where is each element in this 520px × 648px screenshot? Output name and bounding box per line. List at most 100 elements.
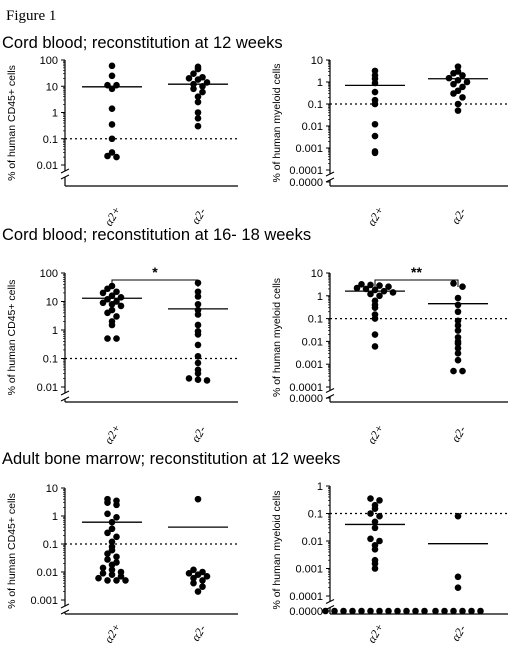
data-point: [454, 294, 462, 302]
data-point: [108, 72, 116, 80]
axis-break-mark: [60, 390, 70, 402]
data-point: [117, 302, 125, 310]
data-point: [371, 524, 379, 532]
data-point: [194, 321, 202, 329]
data-point: [108, 321, 116, 329]
y-tick-label: 1: [317, 77, 323, 89]
y-axis-label: % of human CD45+ cells: [6, 493, 18, 609]
data-point: [353, 284, 361, 292]
data-point: [454, 308, 462, 316]
y-tick-label: 0.0000: [289, 606, 323, 618]
data-point: [454, 344, 462, 352]
data-point: [441, 607, 448, 615]
data-point: [104, 152, 111, 160]
data-point: [190, 566, 197, 574]
y-axis-label: % of human myeloid cells: [271, 63, 283, 182]
y-tick-label: 0.001: [30, 595, 58, 607]
data-point: [340, 607, 347, 615]
data-point: [454, 63, 462, 70]
data-point: [203, 377, 211, 384]
data-point: [358, 280, 365, 288]
data-point: [445, 74, 453, 82]
y-tick-label: 1: [317, 291, 323, 303]
y-tick-label: 10: [46, 297, 58, 309]
data-point: [194, 495, 202, 503]
data-point: [117, 573, 125, 580]
y-tick-label: 0.001: [295, 143, 323, 155]
data-point: [104, 550, 111, 558]
data-point: [463, 78, 471, 86]
chart-panel-3: 0.01 0.1 1 10 100 % of human CD45+ cells α2+ α2…: [6, 264, 238, 446]
data-point: [450, 80, 457, 88]
y-tick-label: 0.01: [302, 336, 323, 348]
data-point: [113, 313, 120, 320]
data-point: [367, 495, 374, 502]
axis-break-mark: [325, 388, 335, 399]
axis-break-mark: [60, 168, 70, 180]
y-tick-label: 0.0000: [289, 177, 323, 189]
data-point: [432, 607, 439, 615]
data-point: [104, 529, 111, 537]
data-point: [450, 69, 457, 77]
data-point: [194, 76, 202, 83]
y-tick-label: 0.0001: [289, 382, 323, 394]
data-point: [104, 556, 111, 563]
data-point: [104, 335, 111, 342]
section-title-2: Cord blood; reconstitution at 16- 18 wee…: [2, 226, 311, 244]
data-point: [194, 341, 202, 349]
data-point: [185, 375, 193, 382]
data-point: [394, 607, 401, 615]
data-point: [454, 340, 462, 347]
y-tick-label: 0.1: [43, 354, 58, 366]
data-point: [113, 513, 120, 521]
data-point: [376, 537, 383, 545]
data-point: [367, 290, 374, 298]
data-point: [99, 299, 107, 307]
chart-panel-5: 0.001 0.01 0.1 1 10 % of human CD45+ cells α2+…: [6, 483, 238, 645]
data-point: [450, 367, 457, 375]
data-point: [113, 553, 120, 561]
data-point: [122, 577, 129, 584]
data-point: [421, 607, 428, 615]
axis-break-mark: [325, 171, 335, 183]
data-point: [185, 569, 193, 577]
data-point: [385, 607, 392, 615]
data-point: [113, 501, 120, 509]
category-label: α2+: [101, 204, 123, 229]
data-point: [376, 282, 383, 289]
y-tick-label: 0.1: [308, 314, 323, 326]
chart-panel-1: 0.01 0.1 1 10 100 % of human CD45+ cells α2+ α2…: [6, 55, 238, 228]
data-point: [108, 300, 116, 308]
data-point: [190, 70, 197, 78]
data-point: [454, 327, 462, 334]
data-point: [371, 88, 379, 96]
y-axis-label: % of human CD45+ cells: [6, 65, 18, 181]
data-point: [454, 100, 462, 108]
y-axis-label: % of human CD45+ cells: [6, 280, 18, 396]
y-tick-label: 0.1: [43, 539, 58, 551]
data-point: [104, 295, 111, 303]
data-point: [104, 309, 111, 317]
data-point: [454, 317, 462, 325]
y-tick-label: 1: [52, 108, 58, 120]
data-point: [454, 350, 462, 357]
y-tick-label: 100: [40, 55, 58, 67]
data-point: [194, 300, 202, 308]
data-point: [199, 88, 206, 96]
data-point: [108, 121, 116, 128]
data-point: [108, 566, 116, 574]
data-point: [371, 120, 379, 128]
data-point: [371, 315, 379, 322]
data-point: [99, 564, 107, 572]
data-point: [104, 285, 111, 293]
y-tick-label: 1: [52, 325, 58, 337]
data-point: [367, 281, 374, 289]
data-point: [450, 90, 457, 97]
data-point: [371, 132, 379, 140]
data-point: [108, 292, 116, 299]
category-label: α2-: [188, 205, 208, 226]
data-point: [113, 153, 120, 161]
y-tick-label: 0.01: [37, 382, 58, 394]
data-point: [454, 512, 462, 520]
